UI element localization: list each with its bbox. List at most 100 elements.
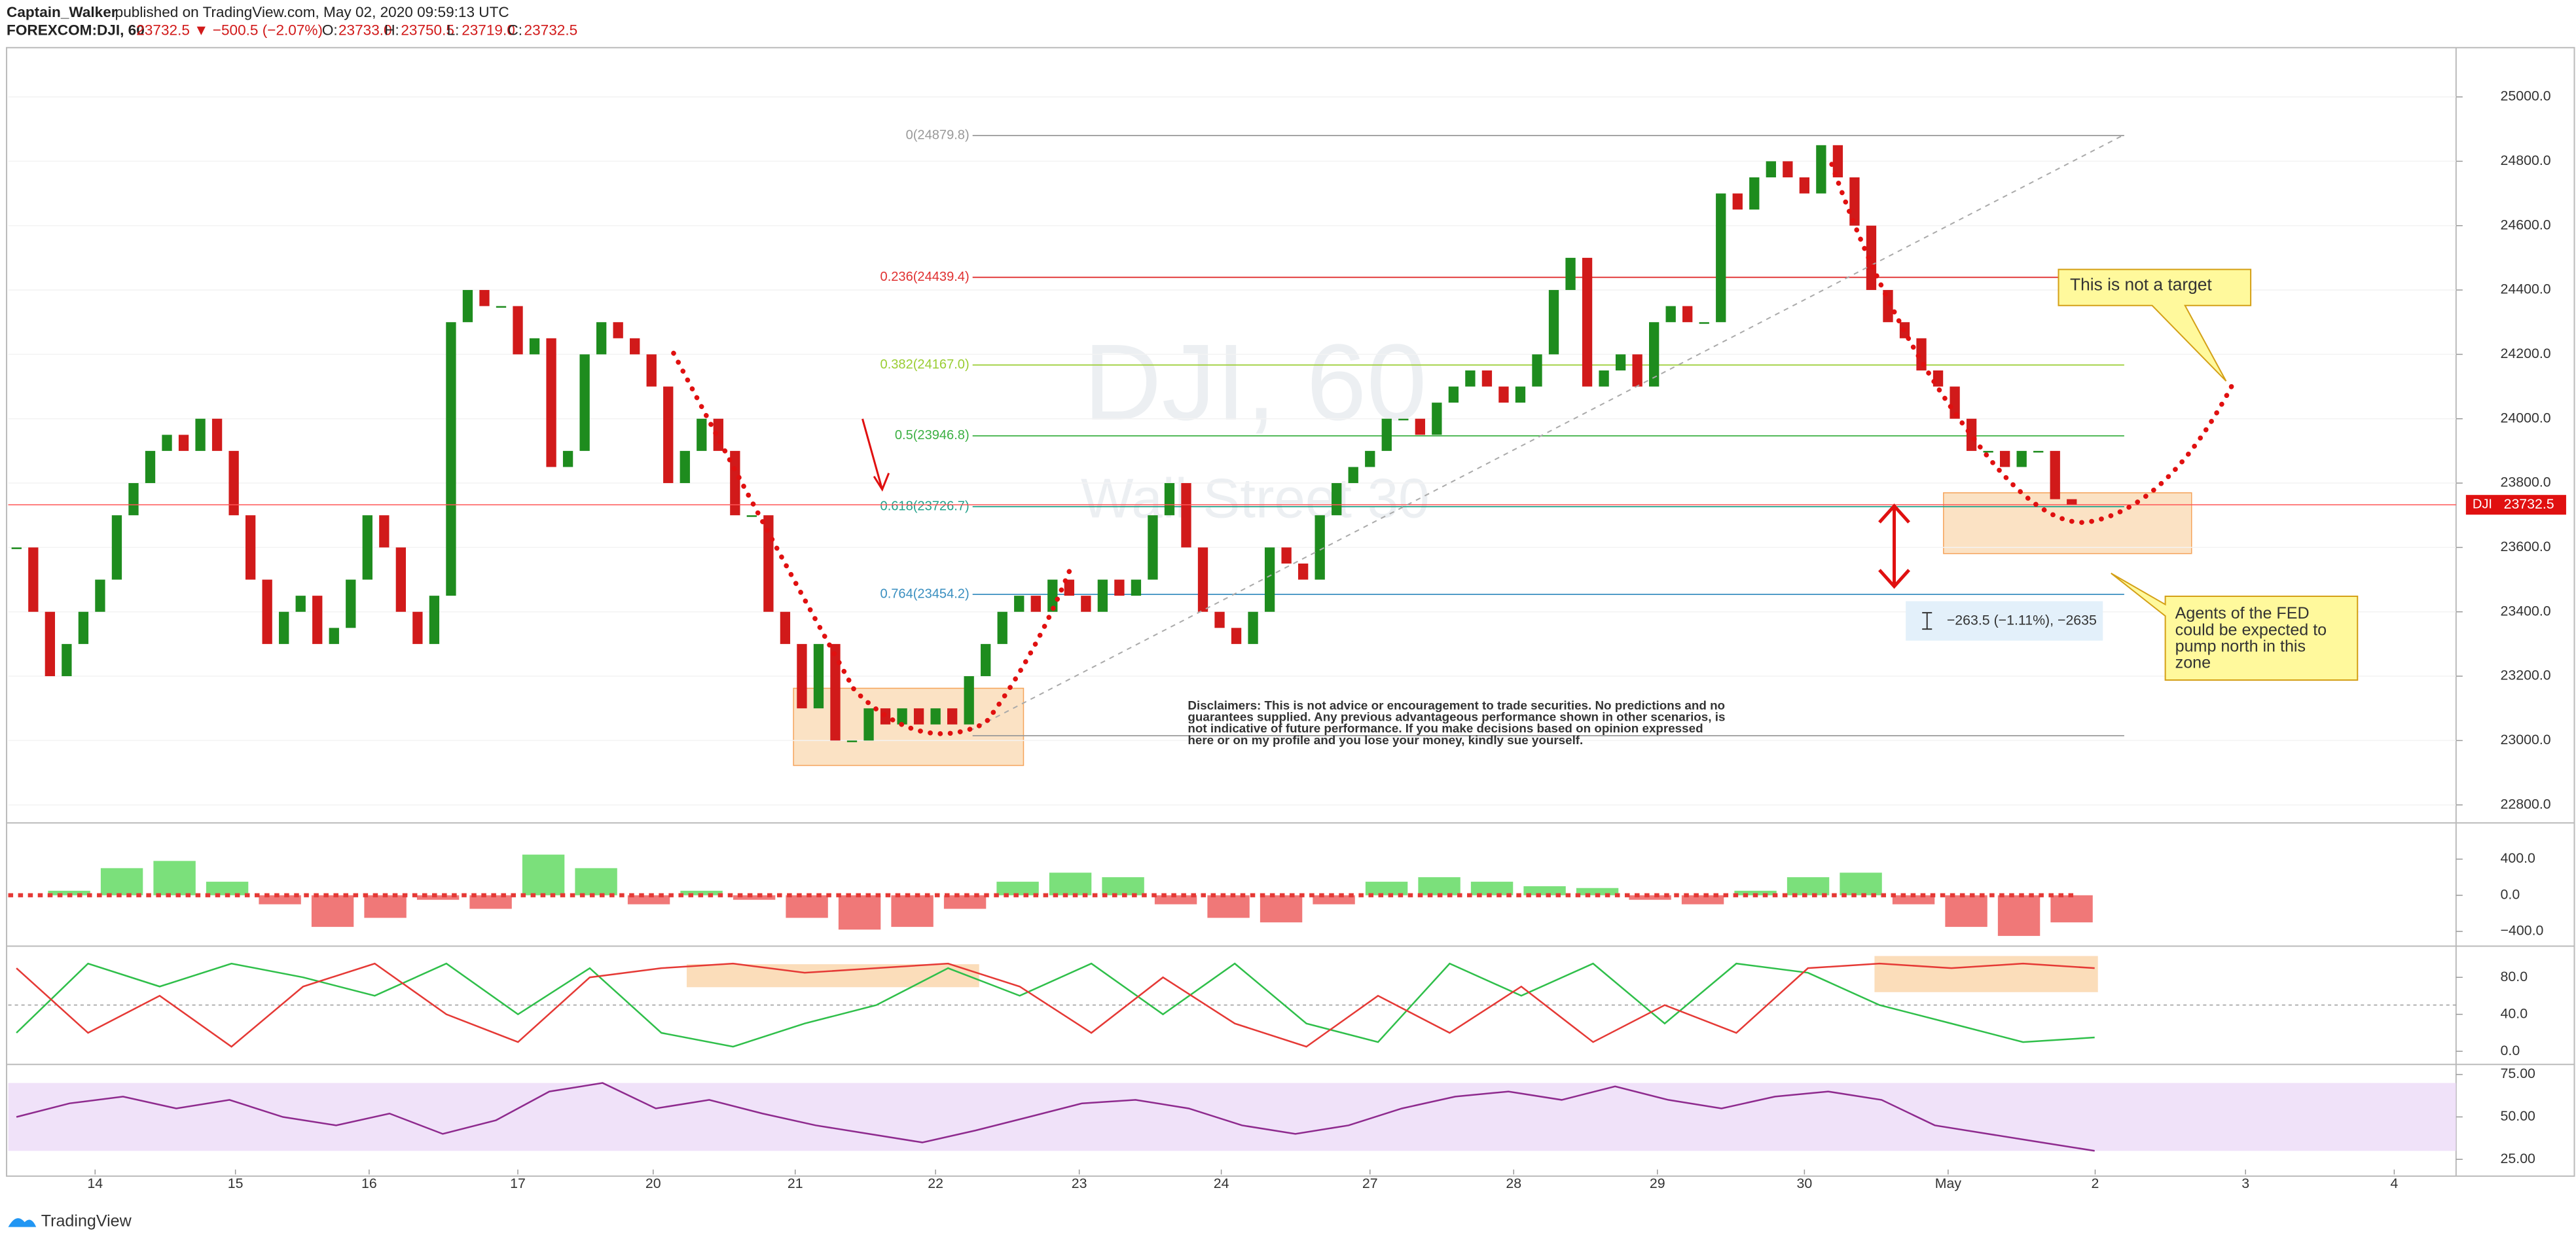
y-tick-label: 24600.0 (2501, 217, 2551, 232)
candle (1214, 611, 1225, 628)
candle (1950, 386, 1960, 419)
histogram-bar (153, 861, 196, 895)
y-tick-label: 24200.0 (2501, 346, 2551, 361)
candle (1665, 306, 1676, 323)
fib-label: 0(24879.8) (906, 128, 970, 142)
y-tick-label: 23000.0 (2501, 732, 2551, 747)
candle (1465, 370, 1476, 387)
pane-frames (6, 46, 2575, 1177)
brand: TradingView (41, 1212, 132, 1231)
histogram-bar (469, 895, 512, 909)
candle (329, 628, 339, 644)
x-tick-label: 27 (1362, 1176, 1378, 1191)
histogram-bar (364, 895, 407, 918)
candle (546, 338, 556, 467)
candle (462, 290, 473, 323)
y-tick-label: 22800.0 (2501, 796, 2551, 812)
dotted-curve (1829, 162, 2237, 525)
series-line (16, 1082, 2095, 1152)
histogram-bar (575, 868, 617, 895)
histogram-bar (733, 895, 776, 900)
dotted-curve (671, 350, 1074, 736)
candle (1699, 322, 1709, 324)
x-tick-label: 14 (87, 1176, 103, 1191)
y-tick-label: 0.0 (2501, 886, 2520, 902)
low: 23719.0 (462, 22, 515, 39)
histogram-bar (48, 890, 90, 895)
x-tick-label: May (1935, 1176, 1962, 1191)
candle (1866, 225, 1877, 291)
candle (95, 579, 105, 612)
x-tick-label: 4 (2390, 1176, 2398, 1191)
candle (579, 354, 590, 451)
candle (680, 450, 690, 484)
candle (1766, 161, 1776, 177)
candle (1348, 467, 1358, 484)
candle (830, 643, 841, 741)
histogram-bar (2050, 895, 2093, 923)
candle (1381, 418, 1392, 451)
y-tick-label: 24800.0 (2501, 153, 2551, 168)
candle (62, 643, 72, 677)
histogram-bar (1734, 890, 1777, 895)
l-label: L: (447, 22, 460, 39)
candle (211, 418, 223, 451)
candle (1732, 193, 1743, 210)
candle (45, 611, 56, 677)
x-tick-label: 29 (1650, 1176, 1665, 1191)
x-tick-label: 20 (645, 1176, 661, 1191)
h-label: H: (384, 22, 399, 39)
zone (1874, 956, 2098, 992)
candle (1047, 579, 1058, 612)
candle (412, 611, 423, 644)
candle (11, 547, 22, 549)
candle (1532, 354, 1542, 387)
candle (596, 322, 607, 355)
histogram-bar (996, 882, 1039, 895)
high: 23750.5 (401, 22, 454, 39)
candle (1648, 322, 1660, 387)
y-tick-label: 80.0 (2501, 969, 2528, 984)
candle (1181, 483, 1191, 548)
candle (1365, 450, 1375, 467)
candle (1565, 257, 1576, 291)
fib-label: 0.236(24439.4) (880, 270, 970, 284)
fib-label: 0.5(23946.8) (895, 428, 970, 442)
candle (1398, 418, 1409, 421)
change: 23732.5 ▼ −500.5 (−2.07%) (136, 22, 323, 39)
y-tick-label: 23800.0 (2501, 475, 2551, 490)
candle (1832, 145, 1843, 177)
footer-logo: TradingView (8, 1212, 132, 1231)
y-tick-label: 24000.0 (2501, 410, 2551, 425)
measure-text: −263.5 (−1.11%), −2635 (1947, 612, 2097, 628)
candle (1548, 290, 1559, 355)
histogram-bar (1629, 895, 1671, 900)
histogram-bar (786, 895, 828, 918)
candle (1883, 290, 1893, 323)
candle (1816, 145, 1826, 194)
candle (1064, 579, 1074, 596)
candle (1415, 418, 1425, 435)
candle (562, 450, 573, 467)
candle (312, 596, 323, 644)
last-price-label: 23732.5 (2504, 496, 2554, 512)
candle (78, 611, 89, 644)
histogram-bar (1523, 886, 1566, 895)
candle (697, 418, 707, 451)
candle (496, 306, 507, 308)
candle (446, 322, 456, 596)
measure-icon (1922, 612, 1932, 630)
candle (1966, 418, 1977, 451)
histogram-bar (838, 895, 881, 930)
histogram-bar (1365, 882, 1408, 895)
histogram-bar (1840, 872, 1882, 895)
candle (1515, 386, 1526, 403)
histogram-bar (1681, 895, 1724, 905)
x-tick-label: 2 (2092, 1176, 2099, 1191)
histogram-bar (1997, 895, 2041, 936)
histogram-bar (1049, 872, 1092, 895)
candle (1582, 257, 1593, 387)
candle (1599, 370, 1609, 387)
candle (2033, 450, 2044, 453)
candle (2016, 450, 2027, 467)
